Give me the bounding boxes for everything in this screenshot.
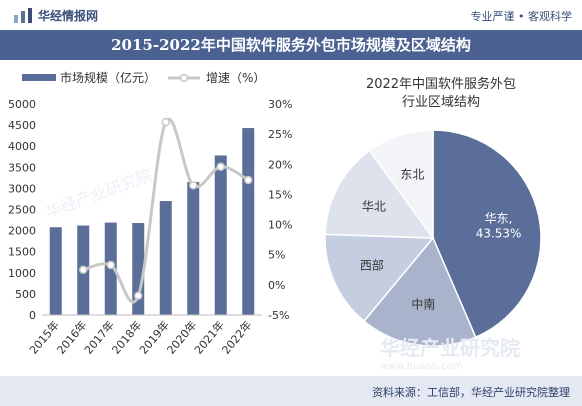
right-tick-label: 0% [268,279,285,292]
huajing-logo-icon [14,8,32,23]
growth-point [79,265,88,275]
legend-line-label: 增速（%） [206,71,265,85]
combo-legend: 市场规模（亿元） 增速（%） [22,70,265,85]
right-tick-label: 20% [268,158,292,171]
left-axis: 0 500 1000 1500 2000 2500 3000 3500 4000 4500 5000 [8,98,36,322]
page-title: 2015-2022年中国软件服务外包市场规模及区域结构 [0,30,582,60]
watermark-url: www.huaon.com [380,361,463,372]
bar [159,201,172,315]
legend-bar-label: 市场规模（亿元） [60,70,156,85]
pie-slice [368,129,434,241]
pie-slice-name: 华东, [485,211,513,225]
pie-slice-value: 43.53% [476,226,522,240]
pie-slice-name: 东北 [400,167,424,181]
pie-slice [324,233,435,323]
pie-slice [362,236,477,347]
bar [242,128,255,315]
left-tick-label: 2500 [8,204,36,217]
bar-series [49,128,255,315]
growth-point [216,162,225,171]
header: 华经情报网 专业严谨 • 客观科学 [0,0,582,30]
bar [187,182,200,315]
pie-chart: 2022年中国软件服务外包 行业区域结构 华东,43.53% 中南 西部 华北 东北 [324,76,542,347]
bar [132,223,145,315]
left-tick-label: 0 [29,309,36,322]
bar [49,227,62,315]
watermark-logo: 华经产业研究院 www.huaon.com [380,332,520,372]
watermark-brand: 华经产业研究院 [43,166,155,222]
right-axis: -5% 0% 5% 10% 15% 20% 25% 30% [268,98,292,322]
right-tick-label: 25% [268,128,292,141]
growth-point [244,175,253,185]
right-tick-label: -5% [268,309,289,322]
right-tick-label: 30% [268,98,292,111]
chart-area: 市场规模（亿元） 增速（%） 华经产业研究院 0 500 1000 1500 2000 2… [0,60,582,376]
x-tick-label: 2022年 [219,318,255,357]
legend-bar-swatch [22,74,56,81]
pie-slice [432,129,542,339]
left-tick-label: 5000 [8,98,36,111]
tagline: 专业严谨 • 客观科学 [470,10,572,23]
right-tick-label: 10% [268,219,292,232]
right-tick-label: 5% [268,249,285,262]
bar [214,155,227,315]
watermark-logo-text: 华经产业研究院 [380,336,520,360]
pie-slice-name: 中南 [411,296,435,311]
pie-title-line-2: 行业区域结构 [402,95,480,110]
growth-point [106,260,115,270]
combo-chart: 市场规模（亿元） 增速（%） 华经产业研究院 0 500 1000 1500 2000 2… [8,70,292,357]
source-note: 资料来源：工信部，华经产业研究院整理 [372,386,570,399]
left-tick-label: 2000 [8,225,36,238]
brand-name: 华经情报网 [38,9,99,23]
left-tick-label: 500 [15,288,36,301]
left-tick-label: 3000 [8,182,36,195]
footer: 资料来源：工信部，华经产业研究院整理 [0,376,582,406]
pie-slice-name: 华北 [362,200,386,214]
right-tick-label: 15% [268,188,292,201]
pie-labels: 华东,43.53% 中南 西部 华北 东北 [360,167,522,311]
left-tick-label: 4000 [8,140,36,153]
left-tick-label: 1000 [8,267,36,280]
pie-slice-name: 西部 [360,257,384,272]
growth-line-series [79,117,253,304]
legend-line-marker [179,73,189,83]
pie-title-line-1: 2022年中国软件服务外包 [366,76,516,92]
pie-slice [324,149,435,239]
growth-point [161,117,170,127]
growth-point [134,291,143,300]
left-tick-label: 1500 [8,246,36,259]
growth-point [189,181,198,190]
left-tick-label: 3500 [8,161,36,174]
left-tick-label: 4500 [8,119,36,132]
pie-slices [324,129,542,347]
